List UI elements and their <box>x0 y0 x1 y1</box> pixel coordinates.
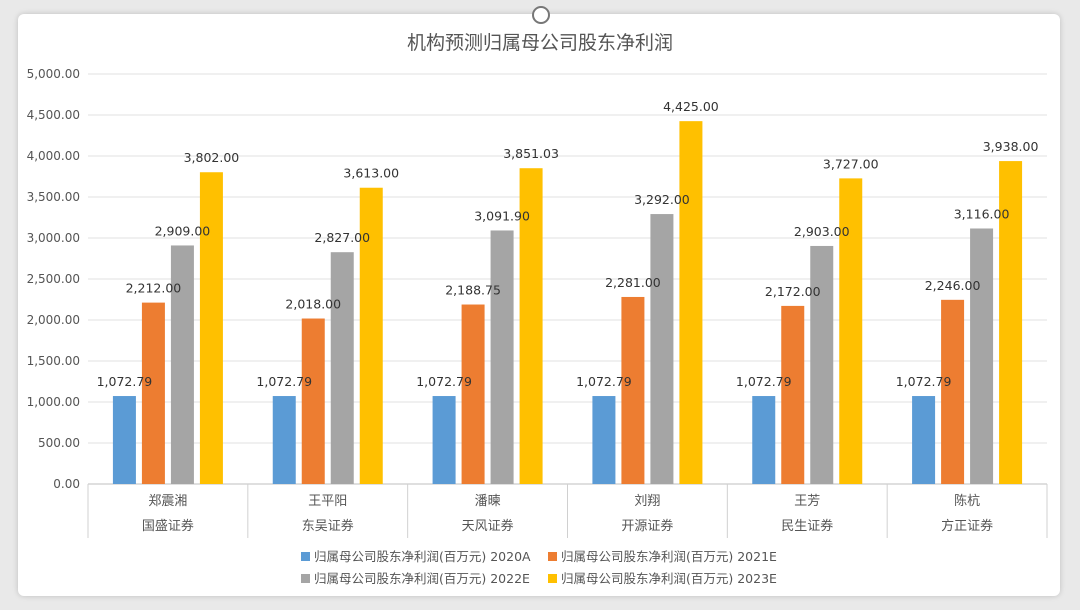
data-label: 2,903.00 <box>794 224 850 239</box>
y-tick-label: 2,000.00 <box>27 313 80 327</box>
bar <box>781 305 805 484</box>
bar <box>592 396 616 484</box>
data-label: 2,018.00 <box>285 297 341 312</box>
data-label: 1,072.79 <box>576 374 632 389</box>
data-label: 3,802.00 <box>184 150 240 165</box>
legend-label: 归属母公司股东净利润(百万元) 2020A <box>314 549 531 564</box>
y-tick-label: 4,500.00 <box>27 108 80 122</box>
y-tick-label: 2,500.00 <box>27 272 80 286</box>
bar <box>650 214 674 484</box>
data-label: 3,116.00 <box>954 206 1010 221</box>
bar <box>170 245 194 484</box>
y-tick-label: 3,500.00 <box>27 190 80 204</box>
bar <box>359 187 383 484</box>
bar <box>490 230 514 484</box>
x-label-broker: 东吴证券 <box>302 518 354 534</box>
data-label: 1,072.79 <box>896 374 952 389</box>
x-label-broker: 国盛证券 <box>142 518 194 534</box>
data-labels: 1,072.79 2,212.00 2,909.00 3,802.00 1,072.79… <box>97 99 1039 389</box>
bar <box>941 299 965 484</box>
bar <box>272 396 296 484</box>
data-label: 2,212.00 <box>126 281 182 296</box>
data-label: 2,172.00 <box>765 284 821 299</box>
data-label: 1,072.79 <box>256 374 312 389</box>
data-label: 4,425.00 <box>663 99 719 114</box>
y-tick-label: 500.00 <box>38 436 80 450</box>
data-label: 3,613.00 <box>343 166 399 181</box>
bar <box>519 168 543 484</box>
legend-swatch <box>548 552 557 561</box>
bar <box>752 396 776 484</box>
bar <box>999 161 1023 485</box>
x-label-analyst: 王芳 <box>794 494 820 509</box>
bar <box>679 121 703 485</box>
data-label: 3,091.90 <box>474 208 530 223</box>
data-label: 3,292.00 <box>634 192 690 207</box>
bar <box>461 304 485 484</box>
data-label: 3,727.00 <box>823 156 879 171</box>
x-label-analyst: 郑震湘 <box>148 494 187 509</box>
bar <box>301 318 325 484</box>
data-label: 1,072.79 <box>97 374 153 389</box>
data-label: 1,072.79 <box>416 374 472 389</box>
bar <box>112 396 136 484</box>
bars <box>112 121 1023 485</box>
data-label: 2,246.00 <box>925 278 981 293</box>
x-label-broker: 天风证券 <box>462 518 514 534</box>
data-label: 1,072.79 <box>736 374 792 389</box>
bar <box>621 296 645 484</box>
bar <box>141 302 165 484</box>
bar <box>839 178 863 485</box>
legend: 归属母公司股东净利润(百万元) 2020A 归属母公司股东净利润(百万元) 202… <box>301 549 777 586</box>
y-axis: 0.00 500.00 1,000.00 1,500.00 2,000.00 2,500.… <box>27 67 80 491</box>
x-label-analyst: 潘暕 <box>475 494 501 509</box>
grid-lines <box>88 73 1047 485</box>
y-tick-label: 1,500.00 <box>27 354 80 368</box>
y-tick-label: 0.00 <box>53 477 80 491</box>
x-label-broker: 开源证券 <box>621 518 673 534</box>
data-label: 2,188.75 <box>445 283 501 298</box>
legend-label: 归属母公司股东净利润(百万元) 2023E <box>561 571 777 586</box>
legend-label: 归属母公司股东净利润(百万元) 2021E <box>561 549 777 564</box>
x-label-analyst: 刘翔 <box>634 494 660 509</box>
legend-label: 归属母公司股东净利润(百万元) 2022E <box>314 571 530 586</box>
data-label: 2,281.00 <box>605 275 661 290</box>
legend-swatch <box>301 552 310 561</box>
data-label: 3,851.03 <box>503 146 559 161</box>
bar <box>970 228 994 484</box>
bar <box>199 172 223 484</box>
bar <box>432 396 456 484</box>
y-tick-label: 1,000.00 <box>27 395 80 409</box>
data-label: 3,938.00 <box>983 139 1039 154</box>
data-label: 2,827.00 <box>314 230 370 245</box>
legend-swatch <box>301 574 310 583</box>
x-label-analyst: 王平阳 <box>308 494 347 509</box>
y-tick-label: 3,000.00 <box>27 231 80 245</box>
x-label-analyst: 陈杭 <box>954 493 980 509</box>
x-label-broker: 方正证券 <box>941 518 993 534</box>
drag-handle-icon[interactable] <box>532 6 550 24</box>
bar <box>912 396 936 484</box>
data-label: 2,909.00 <box>155 223 211 238</box>
y-tick-label: 4,000.00 <box>27 149 80 163</box>
x-label-broker: 民生证券 <box>781 518 833 534</box>
bar <box>810 245 834 484</box>
legend-swatch <box>548 574 557 583</box>
chart-title: 机构预测归属母公司股东净利润 <box>407 32 673 54</box>
y-tick-label: 5,000.00 <box>27 67 80 81</box>
bar <box>330 252 354 484</box>
